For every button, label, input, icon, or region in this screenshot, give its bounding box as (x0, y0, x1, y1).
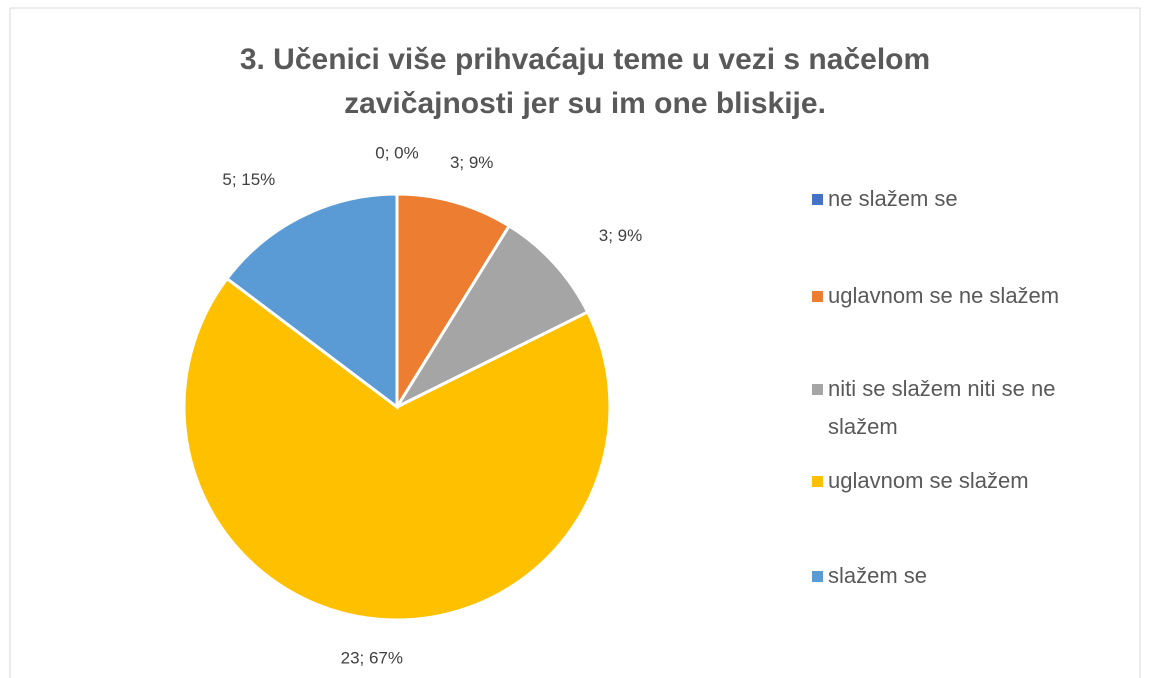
legend-label: slažem se (828, 563, 928, 588)
legend-swatch (812, 571, 823, 582)
legend-label: ne slažem se (828, 186, 958, 211)
data-label: 23; 67% (341, 648, 403, 667)
legend-item: uglavnom se slažem (810, 462, 1130, 500)
legend-item: ne slažem se (810, 180, 1130, 218)
data-label: 5; 15% (222, 170, 275, 189)
data-label: 0; 0% (375, 143, 418, 162)
legend-item: uglavnom se ne slažem (810, 277, 1130, 315)
legend-item: niti se slažem niti se ne slažem (810, 370, 1130, 446)
data-label: 3; 9% (450, 153, 493, 172)
chart-title: 3. Učenici više prihvaćaju teme u vezi s… (239, 43, 931, 120)
legend-label: uglavnom se ne slažem (828, 283, 1060, 308)
data-label: 3; 9% (599, 226, 642, 245)
pie-slice (224, 192, 399, 411)
legend-swatch (812, 291, 823, 302)
legend-swatch (812, 476, 823, 487)
chart-border (9, 7, 1141, 678)
legend-swatch (812, 384, 823, 395)
pie-slice (392, 223, 590, 411)
legend-swatch (812, 194, 823, 205)
pie-slice (182, 276, 612, 622)
legend-label: uglavnom se slažem (828, 468, 1029, 493)
legend-item: slažem se (810, 557, 1130, 595)
legend-label: niti se slažem niti se ne slažem (828, 376, 1056, 439)
pie-slice (395, 192, 512, 413)
